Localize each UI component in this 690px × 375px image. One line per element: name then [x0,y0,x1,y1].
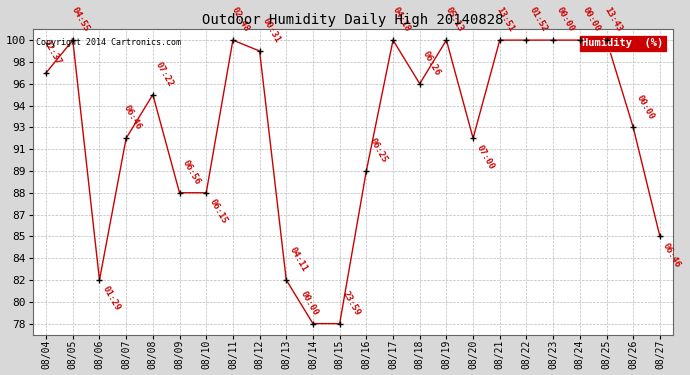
Text: 07:22: 07:22 [154,60,175,88]
Text: 00:00: 00:00 [555,6,575,34]
Text: 04:11: 04:11 [288,246,309,273]
Text: 01:29: 01:29 [101,285,122,313]
Text: 04:18: 04:18 [391,6,412,34]
Text: 06:46: 06:46 [661,242,682,269]
Text: 00:00: 00:00 [635,93,656,121]
Text: 04:55: 04:55 [70,6,91,34]
Text: Humidity  (%): Humidity (%) [582,38,664,48]
Text: 00:31: 00:31 [261,17,282,45]
Text: 02:48: 02:48 [230,6,251,34]
Text: 01:52: 01:52 [528,6,549,34]
Text: 13:43: 13:43 [602,6,624,34]
Text: 22:37: 22:37 [42,39,63,66]
Text: 06:15: 06:15 [208,198,229,225]
Text: 00:00: 00:00 [298,289,319,317]
Text: 07:00: 07:00 [475,143,495,171]
Text: 00:00: 00:00 [581,6,602,34]
Title: Outdoor Humidity Daily High 20140828: Outdoor Humidity Daily High 20140828 [202,13,504,27]
Text: 06:25: 06:25 [368,136,389,164]
Text: 23:59: 23:59 [341,289,362,317]
Text: Copyright 2014 Cartronics.com: Copyright 2014 Cartronics.com [36,38,181,47]
Text: 06:26: 06:26 [421,50,442,77]
Text: 06:56: 06:56 [181,159,202,186]
Text: 13:51: 13:51 [495,6,515,34]
Text: 06:46: 06:46 [122,104,144,132]
Text: 05:13: 05:13 [444,6,465,34]
